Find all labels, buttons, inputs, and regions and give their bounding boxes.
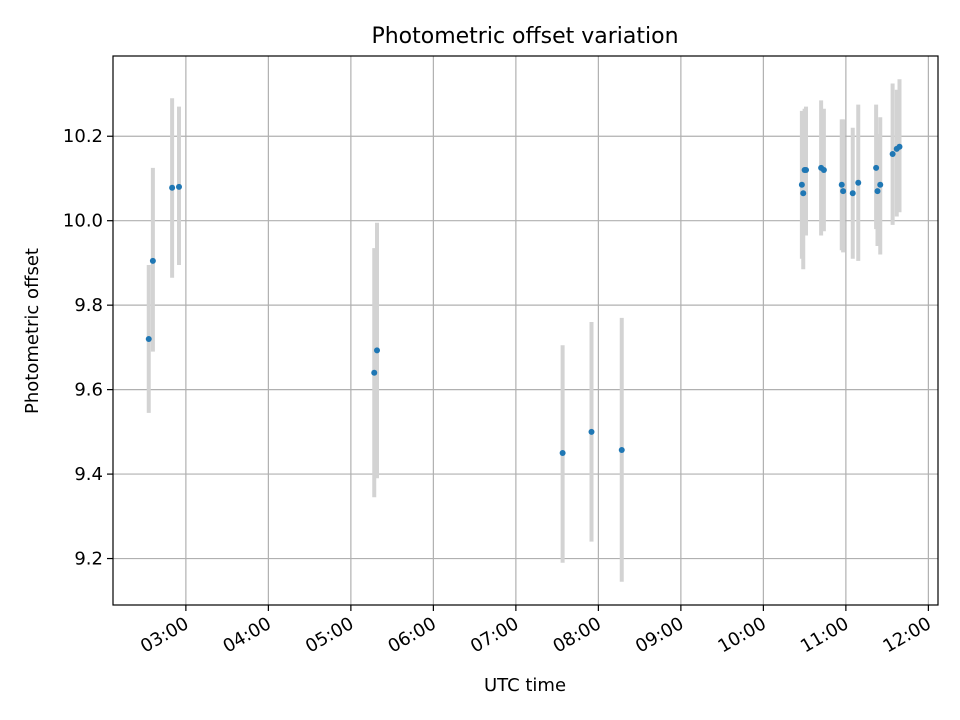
x-tick-label: 07:00 — [467, 613, 522, 657]
y-tick-label: 10.2 — [63, 126, 103, 147]
x-tick-label: 10:00 — [714, 613, 769, 657]
data-point — [559, 449, 566, 456]
data-point — [371, 369, 378, 376]
data-point — [838, 181, 845, 188]
data-point — [374, 347, 380, 354]
y-axis: 9.2 9.4 9.6 9.8 10.0 10.2 — [63, 126, 113, 570]
data-point — [820, 167, 827, 174]
data-point — [800, 190, 807, 197]
data-point — [874, 188, 881, 195]
data-point — [840, 188, 847, 195]
data-point — [849, 190, 856, 197]
x-tick-label: 06:00 — [384, 613, 439, 657]
x-axis: 03:00 04:00 05:00 06:00 07:00 08:00 09:00 10:00… — [137, 605, 935, 657]
data-point — [798, 181, 805, 188]
data-point — [889, 150, 896, 157]
data-point — [618, 447, 625, 454]
y-axis-label: Photometric offset — [22, 248, 43, 414]
y-tick-label: 10.0 — [63, 211, 103, 232]
x-tick-label: 12:00 — [879, 613, 934, 657]
data-point — [176, 183, 182, 190]
y-tick-label: 9.2 — [74, 549, 103, 570]
x-tick-label: 08:00 — [549, 613, 604, 657]
data-point — [877, 181, 884, 188]
x-tick-label: 05:00 — [302, 613, 357, 657]
x-tick-label: 11:00 — [797, 613, 852, 657]
data-point — [855, 179, 862, 186]
y-tick-label: 9.4 — [74, 464, 103, 485]
grid-layer — [113, 56, 938, 605]
data-point — [588, 428, 595, 435]
x-axis-label: UTC time — [484, 675, 566, 696]
data-point — [803, 167, 809, 174]
y-tick-label: 9.6 — [74, 380, 103, 401]
plot-frame — [112, 55, 939, 606]
y-tick-label: 9.8 — [74, 295, 103, 316]
data-point — [169, 184, 176, 191]
x-tick-label: 04:00 — [219, 613, 274, 657]
data-point — [145, 335, 152, 342]
chart-title: Photometric offset variation — [371, 24, 678, 49]
x-tick-label: 03:00 — [137, 613, 192, 657]
x-tick-label: 09:00 — [632, 613, 687, 657]
data-point — [873, 164, 880, 171]
data-point — [896, 143, 903, 150]
data-point — [149, 257, 156, 264]
point-layer — [145, 143, 903, 456]
errorbar-layer — [146, 79, 902, 582]
